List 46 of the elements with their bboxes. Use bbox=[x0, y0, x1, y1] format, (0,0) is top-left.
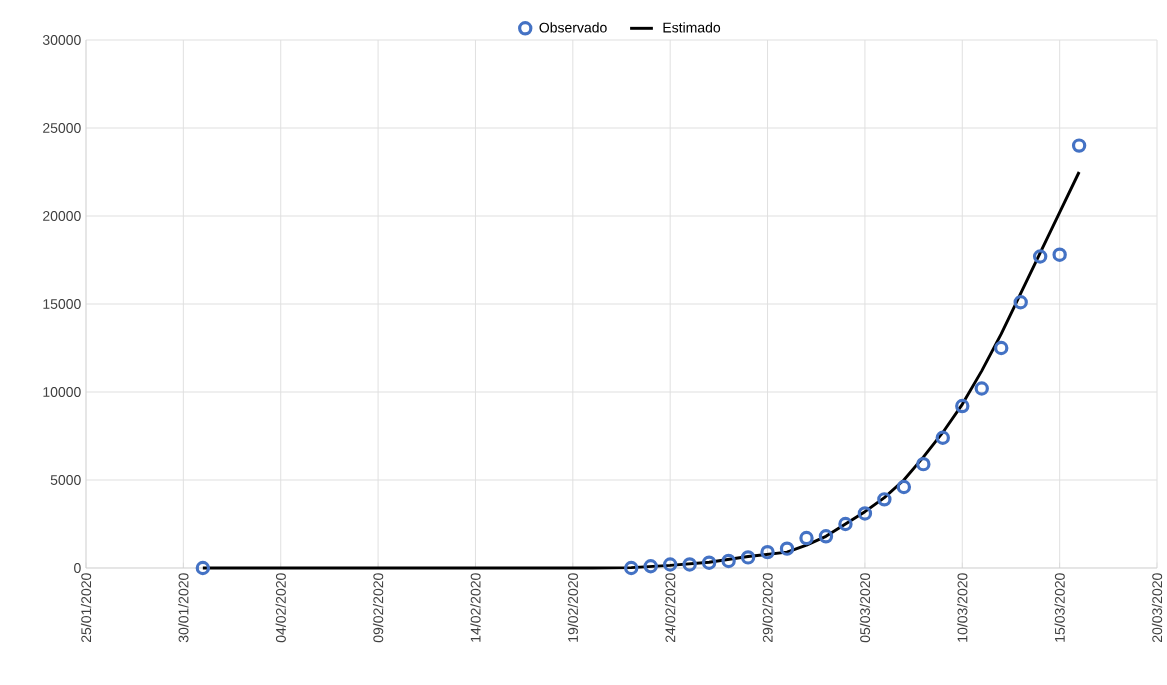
x-tick-label: 09/02/2020 bbox=[372, 573, 384, 643]
y-tick-label: 5000 bbox=[50, 475, 81, 485]
point bbox=[896, 479, 912, 495]
y-tick-label: 30000 bbox=[42, 35, 81, 45]
x-tick-label: 29/02/2020 bbox=[762, 573, 773, 643]
x-tick-label: 10/03/2020 bbox=[957, 573, 968, 642]
x-tick-label: 19/02/2020 bbox=[567, 573, 578, 642]
x-tick-label: 30/01/2020 bbox=[178, 573, 189, 643]
point bbox=[857, 506, 873, 521]
point bbox=[877, 492, 892, 507]
x-tick-label: 20/03/2020 bbox=[1151, 573, 1163, 643]
point bbox=[1013, 295, 1028, 310]
point bbox=[643, 559, 658, 574]
point bbox=[799, 530, 814, 546]
point bbox=[721, 553, 736, 569]
legend-label: Observado bbox=[539, 22, 607, 33]
y-tick-label: 0 bbox=[74, 563, 81, 573]
point bbox=[740, 550, 756, 565]
point bbox=[974, 381, 989, 396]
point bbox=[760, 544, 775, 560]
y-tick-label: 15000 bbox=[43, 299, 81, 309]
point bbox=[779, 541, 795, 556]
point bbox=[818, 529, 834, 544]
x-tick-label: 15/03/2020 bbox=[1054, 573, 1065, 642]
y-tick-label: 20000 bbox=[43, 211, 81, 221]
point bbox=[1032, 249, 1048, 264]
x-tick-label: 14/02/2020 bbox=[470, 573, 481, 642]
point bbox=[195, 560, 211, 576]
point bbox=[955, 398, 970, 414]
point bbox=[624, 560, 639, 576]
point bbox=[994, 340, 1009, 356]
y-tick-label: 25000 bbox=[43, 123, 81, 133]
point bbox=[916, 456, 931, 472]
point bbox=[682, 557, 697, 572]
point bbox=[935, 430, 950, 445]
x-tick-label: 24/02/2020 bbox=[665, 573, 676, 643]
x-tick-label: 05/03/2020 bbox=[859, 573, 871, 643]
y-tick-label: 10000 bbox=[43, 387, 81, 397]
legend-label: Estimado bbox=[663, 22, 721, 33]
x-tick-label: 04/02/2020 bbox=[275, 573, 286, 643]
x-tick-label: 25/01/2020 bbox=[80, 573, 92, 643]
point bbox=[838, 516, 853, 532]
point bbox=[1071, 138, 1087, 153]
point bbox=[1052, 247, 1067, 262]
point bbox=[701, 555, 717, 570]
point bbox=[662, 557, 678, 572]
